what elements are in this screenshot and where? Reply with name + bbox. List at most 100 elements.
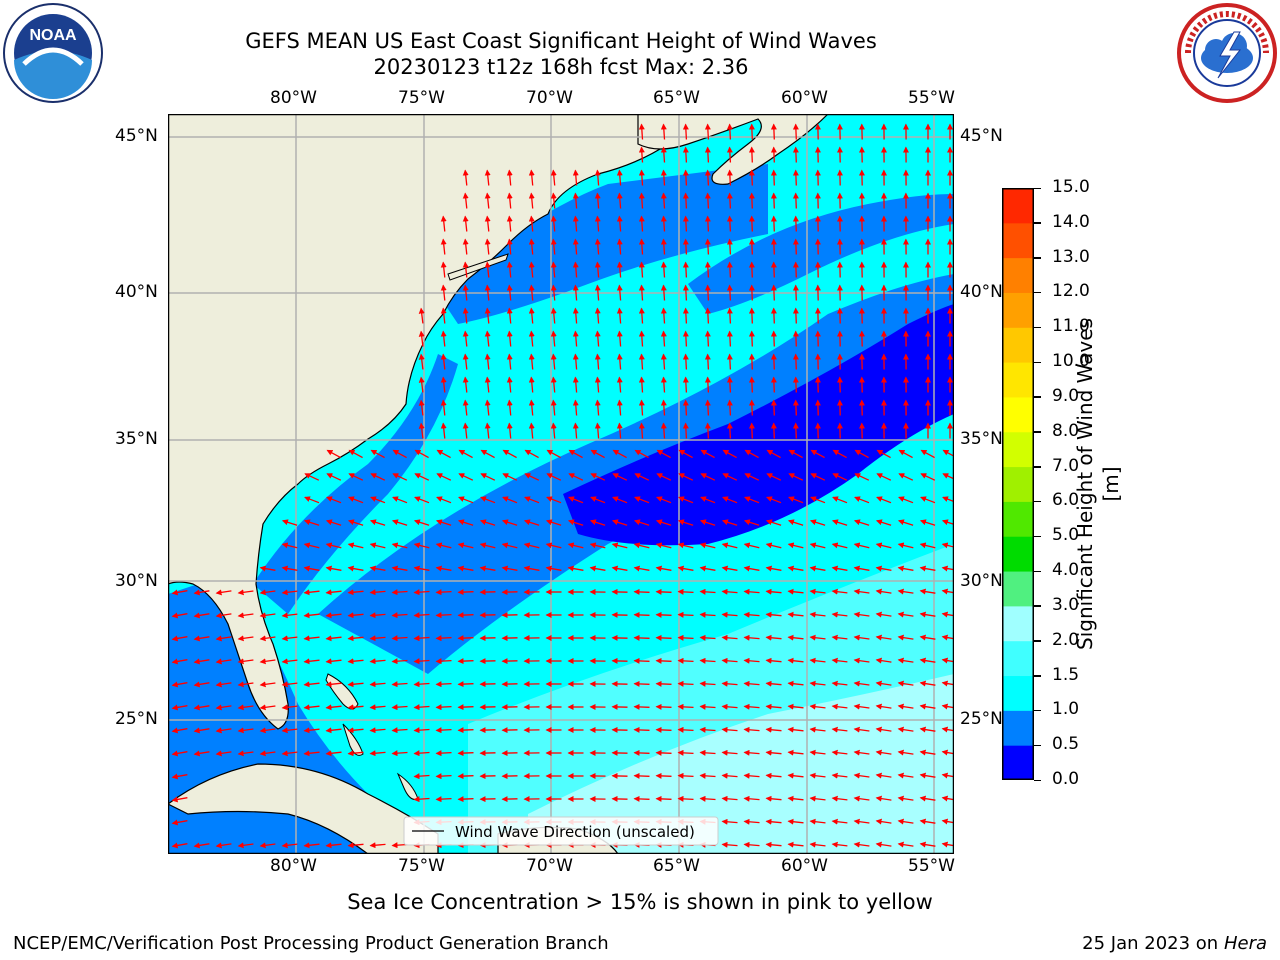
wave-direction-arrow bbox=[568, 473, 584, 481]
wave-direction-arrow bbox=[572, 330, 579, 347]
wave-direction-arrow bbox=[326, 449, 341, 459]
wave-direction-arrow bbox=[721, 588, 738, 595]
lon-top-80w: 80°W bbox=[270, 88, 317, 108]
wave-direction-arrow bbox=[237, 750, 254, 757]
wave-direction-arrow bbox=[770, 123, 777, 140]
wave-direction-arrow bbox=[458, 449, 473, 459]
wave-direction-arrow bbox=[171, 612, 188, 619]
wave-direction-arrow bbox=[831, 519, 848, 526]
sea-ice-note: Sea Ice Concentration > 15% is shown in … bbox=[347, 890, 933, 914]
wave-direction-arrow bbox=[678, 496, 694, 504]
wave-direction-arrow bbox=[281, 542, 298, 549]
wave-direction-arrow bbox=[660, 399, 667, 416]
wave-direction-arrow bbox=[462, 307, 469, 324]
wave-direction-arrow bbox=[616, 284, 623, 301]
wave-direction-arrow bbox=[303, 519, 320, 526]
wave-direction-arrow bbox=[787, 542, 804, 549]
wave-direction-arrow bbox=[634, 449, 649, 459]
wave-direction-arrow bbox=[660, 169, 667, 186]
wave-direction-arrow bbox=[682, 330, 689, 347]
wave-direction-arrow bbox=[369, 519, 386, 526]
wave-direction-arrow bbox=[528, 238, 535, 255]
wave-direction-arrow bbox=[303, 681, 320, 688]
wave-direction-arrow bbox=[215, 635, 232, 642]
wave-direction-arrow bbox=[677, 542, 694, 549]
wave-direction-arrow bbox=[281, 658, 298, 665]
wave-direction-arrow bbox=[435, 635, 452, 642]
wave-direction-arrow bbox=[743, 611, 760, 618]
wave-direction-arrow bbox=[281, 750, 298, 757]
wave-direction-arrow bbox=[700, 449, 715, 459]
wave-direction-arrow bbox=[303, 704, 320, 711]
wave-direction-arrow bbox=[656, 496, 672, 504]
wave-direction-arrow bbox=[215, 681, 232, 688]
wave-direction-arrow bbox=[743, 680, 760, 687]
wave-direction-arrow bbox=[704, 192, 711, 209]
wave-direction-arrow bbox=[748, 353, 755, 370]
wave-direction-arrow bbox=[919, 680, 936, 687]
wave-direction-arrow bbox=[215, 750, 232, 757]
wave-direction-arrow bbox=[413, 796, 430, 803]
wave-direction-arrow bbox=[897, 726, 914, 733]
colorbar-tick-label: 0.0 bbox=[1052, 769, 1080, 789]
wave-direction-arrow bbox=[726, 192, 733, 209]
wave-direction-arrow bbox=[678, 473, 694, 481]
wave-direction-arrow bbox=[567, 565, 584, 572]
wave-direction-arrow bbox=[193, 750, 210, 757]
wave-direction-arrow bbox=[638, 238, 645, 255]
wave-direction-arrow bbox=[413, 750, 430, 757]
wave-direction-arrow bbox=[792, 192, 799, 209]
wave-direction-arrow bbox=[721, 841, 738, 848]
wave-direction-arrow bbox=[721, 611, 738, 618]
wave-direction-arrow bbox=[550, 215, 557, 232]
wave-direction-arrow bbox=[853, 680, 870, 687]
wave-direction-arrow bbox=[193, 635, 210, 642]
wave-direction-arrow bbox=[919, 588, 936, 595]
wave-direction-arrow bbox=[303, 565, 320, 572]
wave-direction-arrow bbox=[550, 307, 557, 324]
wave-direction-arrow bbox=[391, 658, 408, 665]
wave-direction-arrow bbox=[462, 376, 469, 393]
wave-direction-arrow bbox=[941, 703, 954, 710]
wave-direction-arrow bbox=[699, 542, 716, 549]
wave-direction-arrow bbox=[325, 635, 342, 642]
wave-direction-arrow bbox=[325, 565, 342, 572]
colorbar-tick-label: 2.0 bbox=[1052, 629, 1080, 650]
wave-direction-arrow bbox=[853, 772, 870, 779]
wave-direction-arrow bbox=[259, 565, 276, 572]
wave-direction-arrow bbox=[792, 215, 799, 232]
wave-direction-arrow bbox=[875, 542, 892, 549]
wave-direction-arrow bbox=[748, 146, 755, 163]
wave-direction-arrow bbox=[440, 353, 447, 370]
wave-direction-arrow bbox=[457, 612, 474, 619]
wave-direction-arrow bbox=[612, 473, 628, 481]
wave-direction-arrow bbox=[638, 376, 645, 393]
wave-direction-arrow bbox=[369, 658, 386, 665]
colorbar-tick-mark bbox=[1034, 291, 1041, 294]
wave-direction-arrow bbox=[660, 284, 667, 301]
wave-direction-arrow bbox=[656, 473, 672, 481]
wave-direction-arrow bbox=[722, 449, 737, 459]
wave-direction-arrow bbox=[766, 473, 782, 481]
wave-direction-arrow bbox=[942, 496, 954, 503]
wave-direction-arrow bbox=[853, 542, 870, 549]
wave-direction-arrow bbox=[897, 680, 914, 687]
wave-direction-arrow bbox=[413, 773, 430, 780]
wave-direction-arrow bbox=[897, 703, 914, 710]
wave-direction-arrow bbox=[721, 795, 738, 802]
colorbar-cell bbox=[1002, 710, 1034, 746]
wave-direction-arrow bbox=[721, 703, 738, 710]
wave-direction-arrow bbox=[853, 634, 870, 641]
wave-direction-arrow bbox=[171, 750, 188, 757]
wave-direction-arrow bbox=[413, 681, 430, 688]
colorbar-tick-label: 1.5 bbox=[1052, 664, 1080, 685]
wave-direction-arrow bbox=[347, 519, 364, 526]
wave-direction-arrow bbox=[743, 795, 760, 802]
wave-direction-arrow bbox=[457, 658, 474, 665]
wave-direction-arrow bbox=[831, 588, 848, 595]
colorbar-tick-mark bbox=[1034, 605, 1041, 607]
wave-direction-arrow bbox=[792, 330, 799, 347]
wave-direction-arrow bbox=[638, 123, 645, 140]
wave-direction-arrow bbox=[748, 330, 755, 347]
wave-direction-arrow bbox=[699, 680, 716, 687]
